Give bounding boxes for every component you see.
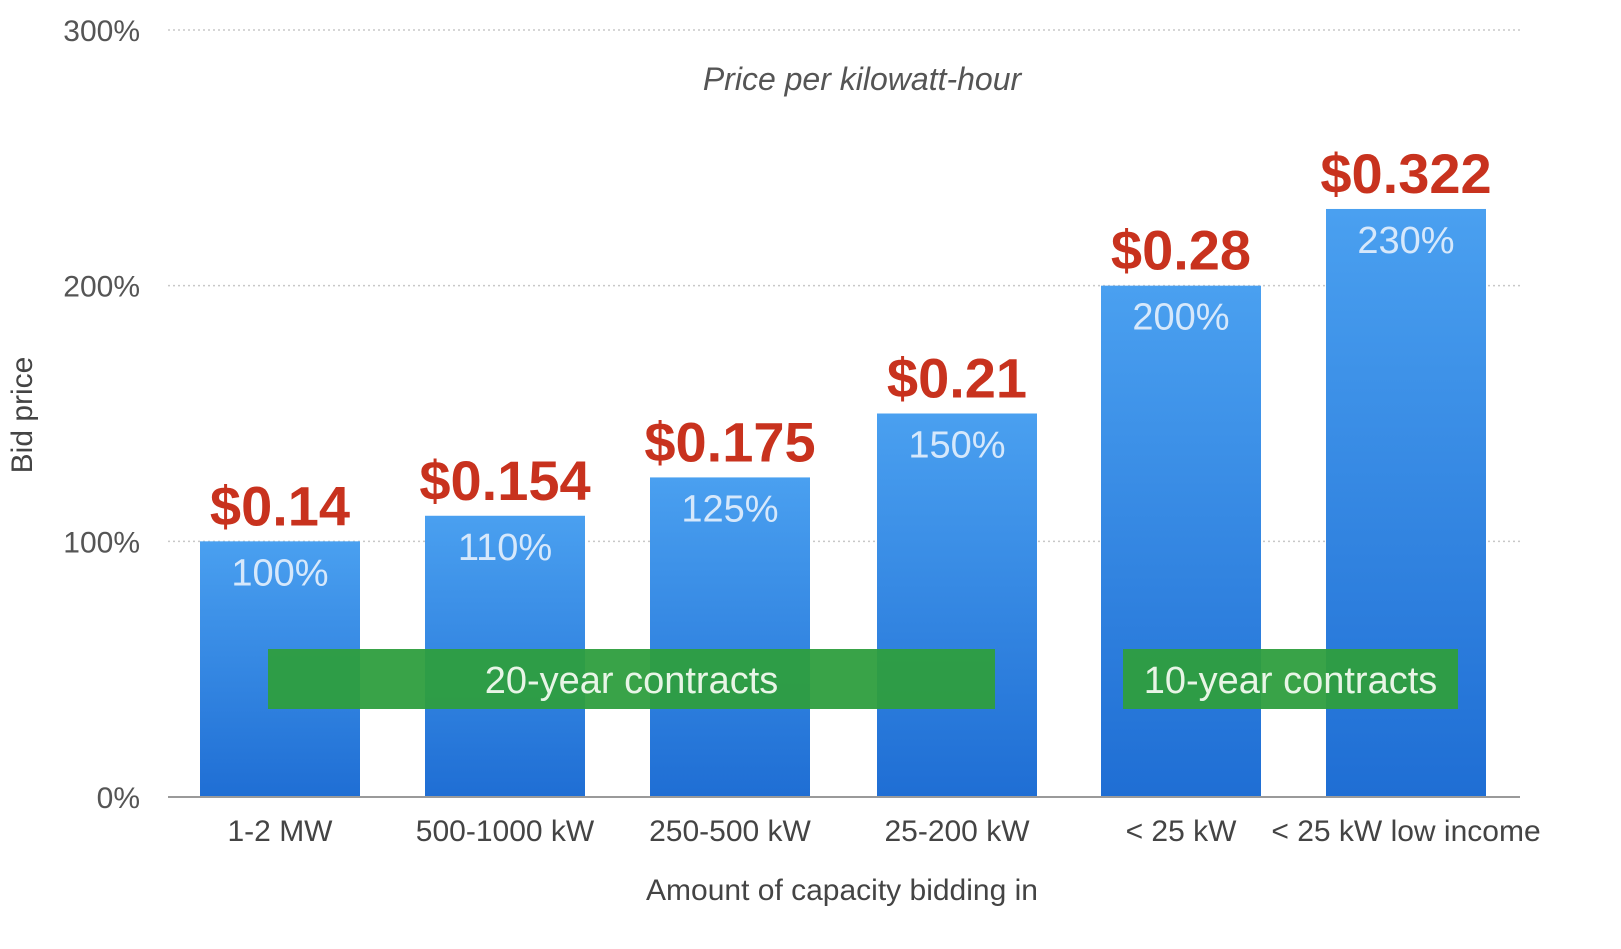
- bar-price-label: $0.28: [1111, 219, 1251, 282]
- x-tick-label: 500-1000 kW: [416, 815, 595, 848]
- bar-percent-label: 110%: [458, 527, 552, 569]
- y-tick-label: 0%: [97, 782, 140, 815]
- contract-band-label: 10-year contracts: [1144, 660, 1438, 702]
- contract-band-label: 20-year contracts: [485, 660, 779, 702]
- bar-price-label: $0.154: [419, 449, 590, 512]
- bar-price-label: $0.21: [887, 347, 1027, 410]
- y-tick-label: 200%: [63, 271, 140, 304]
- bar-percent-label: 150%: [908, 425, 1005, 467]
- x-axis-label: Amount of capacity bidding in: [646, 874, 1038, 907]
- x-tick-label: < 25 kW: [1126, 815, 1238, 848]
- bar: [877, 413, 1037, 797]
- x-tick-label: 250-500 kW: [649, 815, 811, 848]
- y-axis-label: Bid price: [6, 357, 39, 474]
- x-tick-label: 25-200 kW: [884, 815, 1030, 848]
- y-tick-label: 100%: [63, 526, 140, 559]
- bar-price-label: $0.14: [210, 474, 350, 537]
- gridlines: [168, 29, 1520, 543]
- bar-price-label: $0.322: [1320, 142, 1491, 205]
- chart-subtitle: Price per kilowatt-hour: [703, 61, 1023, 97]
- y-tick-label: 300%: [63, 15, 140, 48]
- bar: [1101, 285, 1261, 797]
- bar-price-label: $0.175: [644, 410, 815, 473]
- bar-percent-label: 100%: [231, 552, 328, 594]
- contract-band: [268, 649, 995, 709]
- y-axis-ticks: 0% 100% 200% 300%: [63, 15, 140, 815]
- contract-bands: 20-year contracts 10-year contracts: [268, 649, 1458, 709]
- contract-band: [1123, 649, 1458, 709]
- x-tick-label: 1-2 MW: [228, 815, 334, 848]
- x-axis-categories: 1-2 MW 500-1000 kW 250-500 kW 25-200 kW < 25…: [228, 815, 1541, 848]
- bar-percent-label: 125%: [681, 488, 778, 530]
- x-tick-label: < 25 kW low income: [1271, 815, 1540, 848]
- data-labels: 100% $0.14 110% $0.154 125% $0.175 150% $0.21 20…: [210, 142, 1492, 594]
- bar-percent-label: 230%: [1357, 220, 1454, 262]
- bars: [200, 208, 1486, 797]
- bar: [650, 477, 810, 797]
- bar-percent-label: 200%: [1132, 297, 1229, 339]
